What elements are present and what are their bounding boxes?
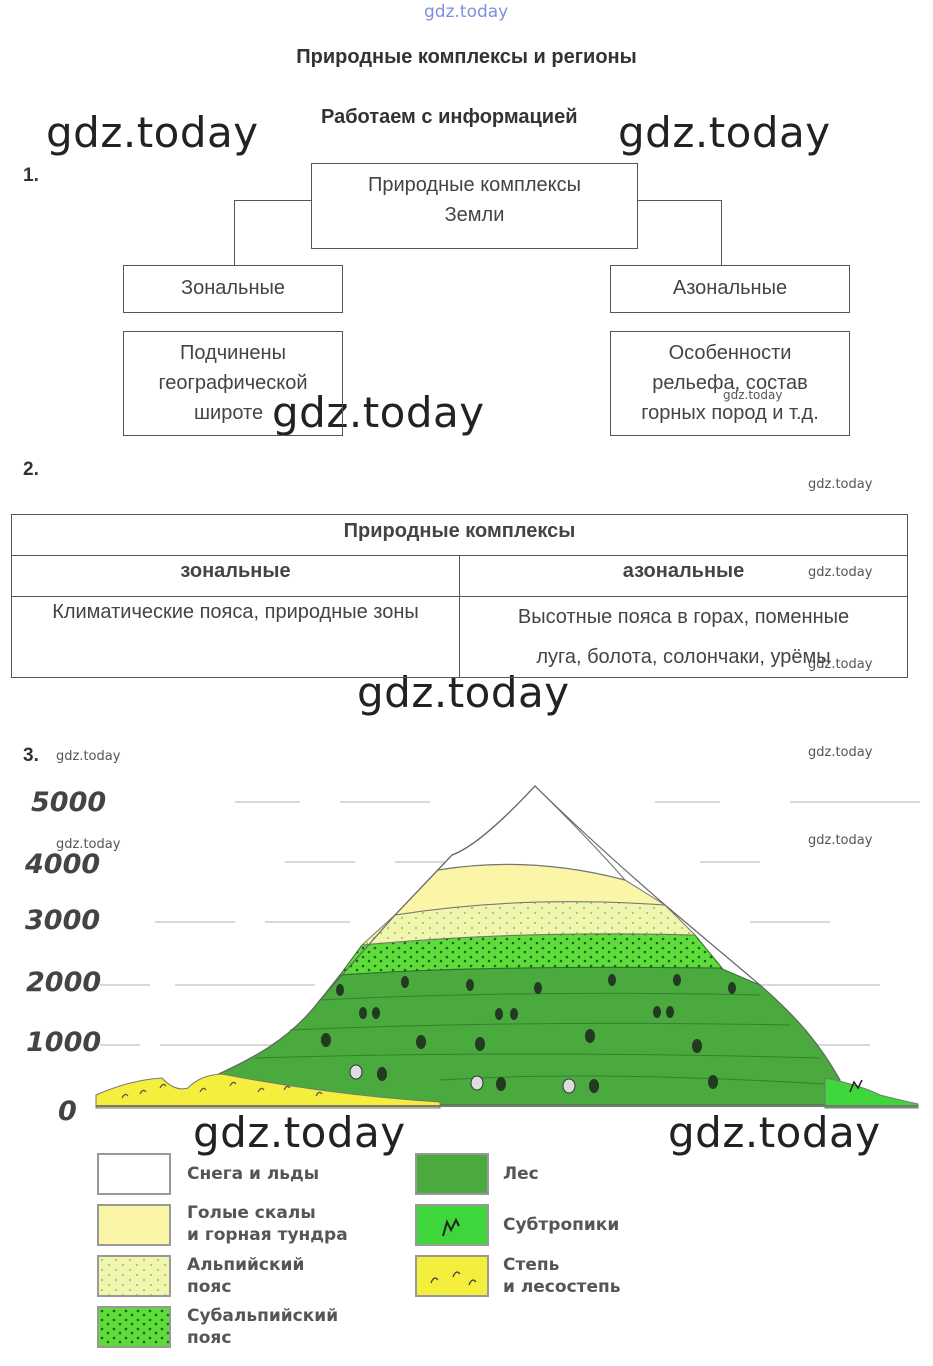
watermark: gdz.today bbox=[46, 108, 259, 157]
forest-strata bbox=[254, 992, 841, 1086]
zonal-label: Зональные bbox=[180, 277, 285, 299]
watermark: gdz.today bbox=[808, 745, 873, 760]
watermark: gdz.today bbox=[56, 749, 121, 764]
legend-text: Лес bbox=[503, 1164, 539, 1184]
dots-pattern bbox=[99, 1257, 169, 1295]
col-header-azonal: азональные bbox=[459, 555, 908, 597]
mountain-zones-diagram bbox=[95, 785, 920, 1109]
connector-line bbox=[234, 200, 235, 265]
watermark: gdz.today bbox=[808, 833, 873, 848]
legend-swatch-forest bbox=[415, 1153, 489, 1195]
legend-swatch-snow bbox=[97, 1153, 171, 1195]
subtropics-zone bbox=[824, 1077, 919, 1109]
task-number: 2. bbox=[23, 459, 39, 480]
y-label: 0 bbox=[58, 1096, 77, 1127]
cell-azonal-line: луга, болота, солончаки, урёмы bbox=[536, 646, 831, 668]
legend-label-subalpine: Субальпийский пояс bbox=[187, 1305, 338, 1349]
col-header-zonal: зональные bbox=[11, 555, 460, 597]
legend-text: Снега и льды bbox=[187, 1164, 320, 1184]
legend-text: пояс bbox=[187, 1328, 232, 1348]
palm-icon bbox=[442, 1217, 460, 1237]
legend-label-alpine: Альпийский пояс bbox=[187, 1254, 304, 1298]
legend-text: Голые скалы bbox=[187, 1203, 316, 1223]
legend-text: и горная тундра bbox=[187, 1225, 348, 1245]
task-number: 3. bbox=[23, 745, 39, 766]
steppe-grass bbox=[121, 1081, 323, 1099]
y-label: 5000 bbox=[31, 787, 107, 818]
watermark: gdz.today bbox=[668, 1108, 881, 1157]
tree-markers bbox=[321, 974, 736, 1094]
legend-text: пояс bbox=[187, 1277, 232, 1297]
grid-lines bbox=[100, 801, 920, 1046]
forest-zone bbox=[208, 966, 841, 1106]
desc-line: горных пород и т.д. bbox=[641, 402, 819, 424]
zonal-desc-box: Подчинены географической широте bbox=[123, 331, 343, 436]
legend-text: Субтропики bbox=[503, 1215, 620, 1235]
table-title: Природные комплексы bbox=[11, 514, 908, 556]
task-number: 1. bbox=[23, 165, 39, 186]
zonal-box: Зональные bbox=[123, 265, 343, 313]
palm-icon bbox=[849, 1079, 863, 1093]
section-title: Работаем с информацией bbox=[321, 106, 578, 128]
azonal-box: Азональные bbox=[610, 265, 850, 313]
legend-text: Альпийский bbox=[187, 1255, 305, 1275]
root-line-1: Природные комплексы bbox=[367, 174, 582, 196]
watermark-top: gdz.today bbox=[424, 2, 509, 22]
desc-line: широте bbox=[194, 402, 264, 424]
connector-line bbox=[234, 200, 311, 201]
legend-text: Степь bbox=[503, 1255, 560, 1275]
legend-label-steppe: Степь и лесостепь bbox=[503, 1254, 621, 1298]
grass-icon bbox=[430, 1271, 477, 1286]
watermark: gdz.today bbox=[272, 388, 485, 437]
legend-swatch-subalpine bbox=[97, 1306, 171, 1348]
legend-text: Субальпийский bbox=[187, 1306, 339, 1326]
watermark: gdz.today bbox=[723, 388, 783, 402]
legend-swatch-subtropics bbox=[415, 1204, 489, 1246]
y-label: 1000 bbox=[26, 1027, 102, 1058]
y-label: 3000 bbox=[25, 905, 101, 936]
complexes-table: Природные комплексы зональные азональные… bbox=[11, 514, 908, 678]
watermark: gdz.today bbox=[618, 108, 831, 157]
page-title: Природные комплексы и регионы bbox=[296, 46, 637, 68]
connector-line bbox=[638, 200, 721, 201]
legend-label-subtropics: Субтропики bbox=[503, 1214, 619, 1236]
legend-label-forest: Лес bbox=[503, 1163, 539, 1185]
y-label: 2000 bbox=[26, 967, 102, 998]
dots-pattern bbox=[99, 1308, 169, 1346]
y-label: 4000 bbox=[25, 849, 101, 880]
diagram-root-box: Природные комплексы Земли bbox=[311, 163, 638, 249]
watermark: gdz.today bbox=[193, 1108, 406, 1157]
legend-label-rocks: Голые скалы и горная тундра bbox=[187, 1202, 348, 1246]
legend-label-snow: Снега и льды bbox=[187, 1163, 319, 1185]
desc-line: географической bbox=[158, 372, 308, 394]
connector-line bbox=[721, 200, 722, 265]
desc-line: Подчинены bbox=[180, 342, 286, 364]
desc-line: рельефа, состав bbox=[652, 372, 808, 394]
legend-swatch-alpine bbox=[97, 1255, 171, 1297]
legend-swatch-steppe bbox=[415, 1255, 489, 1297]
cell-zonal: Климатические пояса, природные зоны bbox=[11, 596, 460, 678]
azonal-label: Азональные bbox=[672, 277, 788, 299]
cell-azonal-line: Высотные пояса в горах, поменные bbox=[517, 606, 850, 628]
legend-text: и лесостепь bbox=[503, 1277, 621, 1297]
desc-line: Особенности bbox=[668, 342, 792, 364]
cell-azonal: Высотные пояса в горах, поменные луга, б… bbox=[459, 596, 908, 678]
legend-swatch-rocks bbox=[97, 1204, 171, 1246]
watermark: gdz.today bbox=[56, 837, 121, 852]
root-line-2: Земли bbox=[444, 204, 505, 226]
steppe-zone bbox=[95, 1073, 441, 1109]
azonal-desc-box: Особенности рельефа, состав горных пород… bbox=[610, 331, 850, 436]
watermark: gdz.today bbox=[808, 477, 873, 492]
